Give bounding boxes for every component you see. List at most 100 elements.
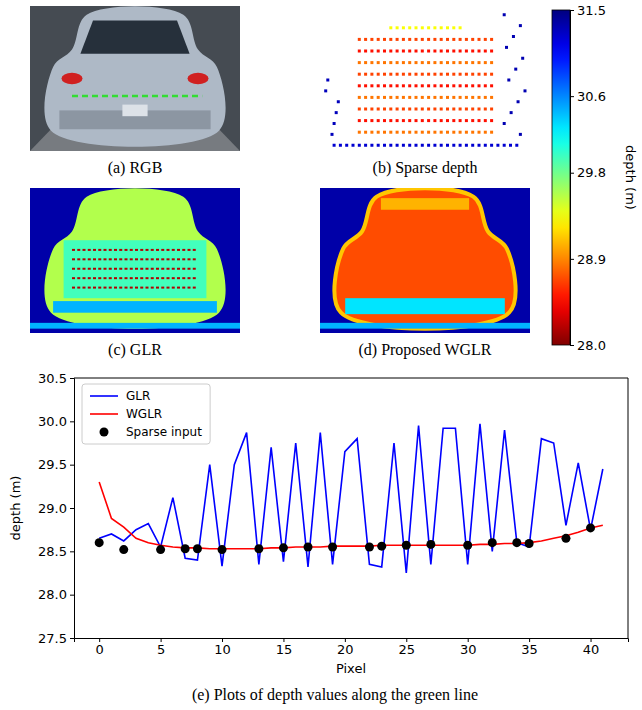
image-content	[402, 26, 405, 29]
axis-line	[70, 379, 75, 639]
image-content	[440, 73, 443, 76]
image-content	[465, 50, 468, 53]
tick-label: 10	[214, 642, 231, 657]
image-content	[446, 61, 449, 64]
image-content	[156, 249, 159, 251]
plot-frame	[628, 378, 629, 638]
image-content	[408, 96, 411, 99]
image-content	[408, 38, 411, 41]
point	[119, 545, 128, 554]
tick: 20	[337, 638, 354, 657]
image-content	[364, 119, 367, 122]
image-content	[30, 323, 240, 329]
image-content	[370, 144, 373, 147]
image-content	[465, 96, 468, 99]
image-content	[484, 84, 487, 87]
image-content	[421, 26, 424, 29]
point	[328, 543, 337, 552]
image-content	[484, 119, 487, 122]
image-content	[471, 108, 474, 111]
image-content	[156, 258, 159, 260]
image-content	[151, 277, 154, 279]
image-content	[377, 96, 380, 99]
image-content	[370, 96, 373, 99]
point	[377, 542, 386, 551]
image-content	[64, 240, 207, 298]
image-content	[459, 131, 462, 134]
tick-mark	[70, 595, 74, 596]
point	[488, 538, 497, 547]
image-content	[389, 131, 392, 134]
image-content	[77, 277, 80, 279]
image-content	[188, 258, 191, 260]
image-content	[72, 268, 75, 270]
image-content	[396, 84, 399, 87]
image-content	[140, 249, 143, 251]
image-content	[98, 287, 101, 289]
image-content	[478, 50, 481, 53]
image-content	[440, 144, 443, 147]
image-content	[172, 249, 175, 251]
image-content	[396, 96, 399, 99]
image-content	[364, 38, 367, 41]
image-content	[167, 277, 170, 279]
image-content	[446, 96, 449, 99]
tick-label: 5	[157, 642, 165, 657]
image-content	[523, 89, 526, 92]
image-content	[172, 277, 175, 279]
image-content	[88, 249, 91, 251]
image-content	[415, 96, 418, 99]
image-content	[30, 188, 240, 333]
image-content	[452, 73, 455, 76]
caption: (b) Sparse depth	[373, 159, 478, 177]
image-content	[151, 287, 154, 289]
tick-mark	[570, 259, 574, 260]
image-content	[396, 108, 399, 111]
tick-mark	[570, 96, 574, 97]
image-content	[402, 50, 405, 53]
image-content	[440, 131, 443, 134]
image-content	[130, 277, 133, 279]
image-content	[427, 61, 430, 64]
image-content	[188, 277, 191, 279]
tick-mark	[570, 173, 574, 174]
image-content	[484, 96, 487, 99]
image-content	[465, 73, 468, 76]
image-content	[83, 277, 86, 279]
point	[304, 543, 313, 552]
image-content	[114, 277, 117, 279]
image-content	[114, 258, 117, 260]
image-content	[415, 144, 418, 147]
image-content	[333, 122, 336, 125]
image-content	[415, 131, 418, 134]
image-content	[72, 277, 75, 279]
image-content	[421, 108, 424, 111]
image-content	[364, 73, 367, 76]
plot-area	[95, 424, 603, 573]
tick-mark	[70, 378, 74, 379]
image-content	[370, 84, 373, 87]
image-content	[130, 268, 133, 270]
image-content	[377, 108, 380, 111]
image-content	[93, 287, 96, 289]
image-content	[446, 119, 449, 122]
image-content	[140, 287, 143, 289]
image-content	[331, 133, 334, 136]
image-content	[408, 84, 411, 87]
image-content	[140, 277, 143, 279]
image-content	[377, 50, 380, 53]
point	[426, 540, 435, 549]
image-content	[44, 188, 225, 329]
image-content	[182, 277, 185, 279]
image-content	[335, 111, 338, 114]
image-content	[188, 268, 191, 270]
image-content	[433, 73, 436, 76]
image-content	[161, 287, 164, 289]
image-content	[193, 277, 196, 279]
image-content	[484, 131, 487, 134]
image-content	[512, 35, 515, 38]
image-content	[484, 144, 487, 147]
image-content	[44, 6, 225, 147]
image-content	[478, 144, 481, 147]
image-content	[396, 144, 399, 147]
